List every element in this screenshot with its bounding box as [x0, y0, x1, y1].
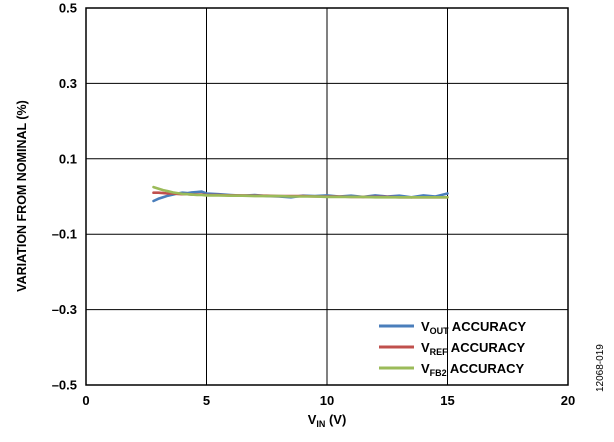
legend-label-sub: OUT — [430, 326, 450, 336]
y-tick-label: 0.1 — [59, 151, 77, 166]
legend-label-main: V — [421, 361, 430, 376]
plot-frame — [85, 7, 569, 386]
x-tick-label: 5 — [203, 393, 210, 408]
y-tick-label: –0.3 — [52, 302, 77, 317]
legend-label: VFB2 ACCURACY — [421, 361, 525, 378]
y-tick-label: –0.5 — [52, 378, 77, 393]
legend-label: VREF ACCURACY — [421, 340, 526, 357]
x-axis-label: VIN (V) — [308, 412, 347, 429]
series-line — [152, 185, 449, 199]
y-tick-label: 0.5 — [59, 1, 77, 16]
y-tick-labels: –0.5 –0.3 –0.1 0.1 0.3 0.5 — [52, 1, 77, 393]
x-axis-label-rest: (V) — [325, 412, 346, 427]
x-tick-label: 0 — [82, 393, 89, 408]
legend-label-rest: ACCURACY — [449, 319, 527, 334]
x-axis-label-sub: IN — [316, 419, 325, 429]
legend-label-main: V — [421, 340, 430, 355]
figure-id: 12068-019 — [595, 344, 606, 392]
legend-label-rest: ACCURACY — [447, 361, 525, 376]
legend-label-main: V — [421, 319, 430, 334]
legend-label-sub: FB2 — [430, 368, 447, 378]
x-tick-label: 15 — [440, 393, 454, 408]
x-tick-label: 20 — [561, 393, 575, 408]
y-tick-label: –0.1 — [52, 227, 77, 242]
y-axis-label: VARIATION FROM NOMINAL (%) — [15, 100, 29, 292]
legend-label-rest: ACCURACY — [448, 340, 526, 355]
y-tick-label: 0.3 — [59, 76, 77, 91]
x-axis-label-main: V — [308, 412, 317, 427]
series-group — [152, 185, 449, 203]
legend-label: VOUT ACCURACY — [421, 319, 527, 336]
x-tick-label: 10 — [320, 393, 334, 408]
x-tick-labels: 0 5 10 15 20 — [82, 393, 575, 408]
legend-label-sub: REF — [430, 347, 449, 357]
